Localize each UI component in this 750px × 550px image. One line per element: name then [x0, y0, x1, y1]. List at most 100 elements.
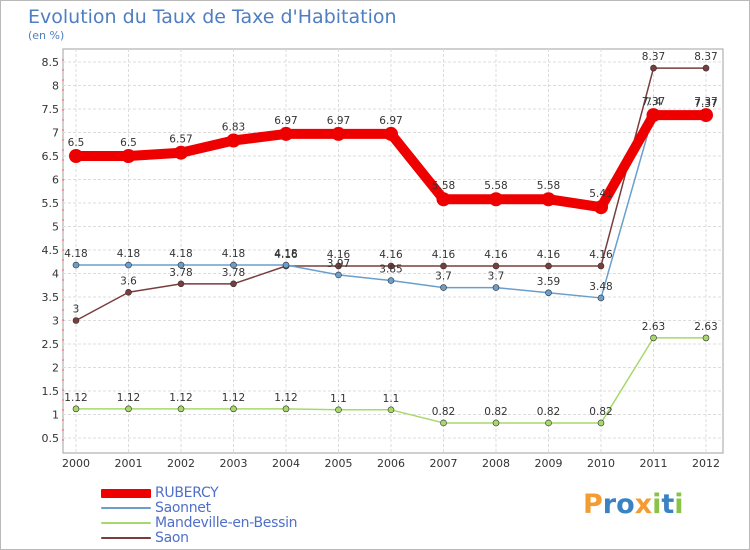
data-point	[597, 262, 605, 270]
logo-letter: i	[652, 489, 662, 520]
data-label: 5.58	[432, 180, 455, 192]
data-label: 3.48	[589, 281, 612, 293]
data-point	[279, 126, 293, 141]
x-tick-label: 2003	[220, 457, 248, 470]
data-point	[702, 64, 710, 72]
data-label: 3	[73, 304, 80, 316]
legend-label: Saon	[155, 530, 189, 546]
y-tick-label: 7	[52, 127, 59, 140]
legend-swatch	[101, 507, 151, 509]
data-point	[226, 133, 241, 148]
data-label: 4.16	[379, 249, 403, 261]
x-tick-label: 2010	[587, 457, 615, 470]
data-label: 2.63	[642, 321, 665, 333]
data-point	[72, 317, 80, 324]
data-point	[492, 419, 500, 427]
data-point	[174, 145, 188, 160]
data-point	[177, 280, 185, 288]
data-point	[440, 262, 447, 270]
data-label: 1.1	[330, 393, 347, 405]
x-tick-label: 2002	[167, 457, 195, 470]
x-tick-label: 2008	[482, 457, 510, 470]
data-label: 5.41	[589, 188, 612, 200]
data-label: 3.97	[327, 258, 350, 270]
data-point	[440, 284, 447, 291]
y-tick-label: 8	[52, 80, 59, 93]
data-label: 6.97	[379, 115, 402, 127]
legend-swatch	[101, 488, 151, 498]
data-point	[436, 192, 451, 207]
data-label: 7.37	[642, 96, 665, 108]
data-point	[492, 262, 500, 270]
data-point	[125, 405, 132, 413]
data-label: 4.16	[589, 249, 613, 261]
x-tick-label: 2005	[325, 457, 353, 470]
y-tick-label: 3	[52, 315, 59, 328]
data-point	[230, 280, 237, 288]
data-label: 6.5	[68, 137, 85, 149]
logo-letter: o	[616, 489, 635, 520]
data-point	[492, 284, 500, 291]
data-point	[597, 294, 605, 302]
data-label: 3.78	[169, 267, 192, 279]
data-point	[121, 149, 136, 163]
data-label: 4.16	[432, 249, 456, 261]
y-tick-label: 5	[52, 221, 59, 234]
data-point	[384, 126, 398, 141]
logo-letter: t	[661, 489, 675, 520]
data-point	[230, 261, 237, 269]
x-tick-label: 2006	[377, 457, 405, 470]
data-point	[177, 261, 185, 269]
data-label: 4.18	[64, 248, 87, 260]
logo-letter: i	[674, 489, 684, 520]
data-label: 4.16	[484, 249, 508, 261]
data-label: 5.58	[537, 180, 560, 192]
data-label: 6.97	[274, 115, 297, 127]
data-point	[125, 261, 132, 269]
data-point	[230, 405, 237, 413]
data-label: 3.7	[488, 271, 505, 283]
y-tick-label: 0.5	[42, 432, 60, 445]
data-label: 1.12	[117, 392, 140, 404]
data-point	[69, 149, 83, 163]
legend-label: Mandeville-en-Bessin	[155, 515, 298, 531]
data-label: 3.6	[120, 275, 137, 287]
x-tick-label: 2000	[62, 457, 90, 470]
data-point	[545, 262, 552, 270]
data-point	[489, 192, 503, 207]
y-tick-label: 1.5	[42, 385, 60, 398]
data-point	[177, 405, 185, 413]
data-label: 8.37	[642, 51, 665, 63]
data-label: 1.12	[169, 392, 192, 404]
data-label: 2.63	[694, 321, 717, 333]
data-point	[702, 334, 710, 342]
data-label: 5.58	[484, 180, 507, 192]
data-label: 0.82	[537, 406, 560, 418]
data-label: 4.18	[222, 248, 245, 260]
chart-unit: (en %)	[28, 29, 65, 42]
y-tick-label: 1	[52, 409, 59, 422]
y-tick-label: 6.5	[42, 150, 60, 163]
data-label: 1.12	[64, 392, 87, 404]
data-point	[650, 64, 657, 72]
data-point	[331, 126, 346, 141]
data-point	[335, 406, 342, 414]
y-tick-label: 6	[52, 174, 59, 187]
data-label: 6.83	[222, 121, 245, 133]
legend-swatch	[101, 522, 151, 524]
data-label: 1.1	[383, 393, 400, 405]
data-label: 3.59	[537, 276, 560, 288]
data-label: 4.16	[327, 249, 351, 261]
data-point	[282, 405, 290, 413]
data-label: 6.57	[169, 134, 192, 146]
y-tick-label: 5.5	[42, 197, 60, 210]
logo-letter: P	[583, 489, 603, 520]
logo-letter: r	[602, 489, 617, 520]
y-tick-label: 8.5	[42, 56, 60, 69]
data-label: 4.16	[537, 249, 561, 261]
data-point	[440, 419, 447, 427]
data-label: 3.85	[379, 264, 402, 276]
data-point	[597, 419, 605, 427]
data-label: 0.82	[432, 406, 455, 418]
